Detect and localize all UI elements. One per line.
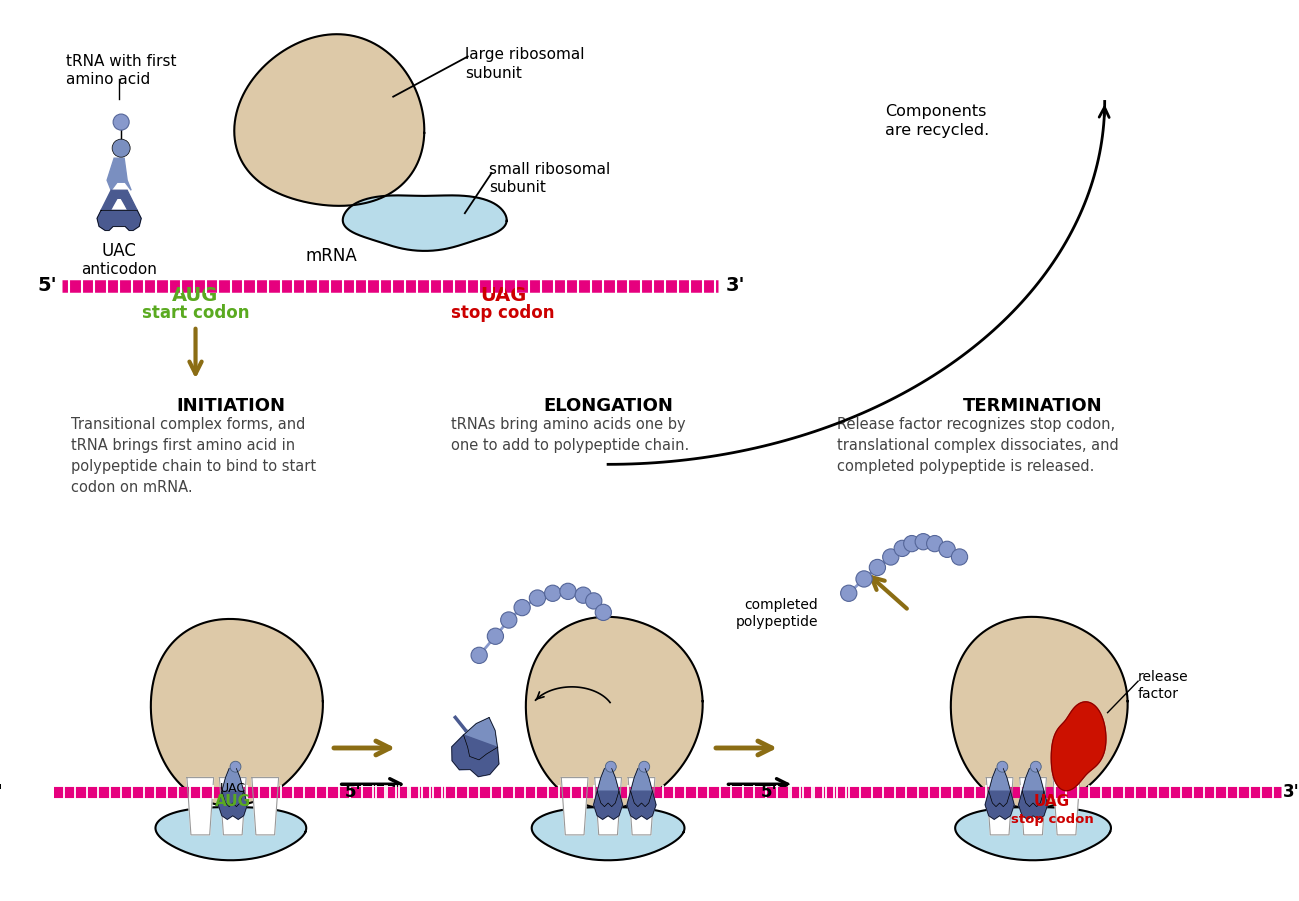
Polygon shape bbox=[1051, 702, 1105, 791]
Circle shape bbox=[951, 549, 968, 565]
Polygon shape bbox=[629, 778, 655, 835]
Circle shape bbox=[500, 612, 517, 628]
Text: small ribosomal
subunit: small ribosomal subunit bbox=[488, 161, 611, 196]
Circle shape bbox=[575, 587, 591, 604]
Text: mRNA: mRNA bbox=[305, 247, 357, 265]
Text: 5': 5' bbox=[760, 783, 777, 801]
Text: 5': 5' bbox=[346, 783, 361, 801]
Polygon shape bbox=[218, 791, 247, 819]
Circle shape bbox=[605, 761, 616, 772]
Text: start codon: start codon bbox=[142, 304, 249, 322]
Polygon shape bbox=[595, 778, 621, 835]
Text: tRNAs bring amino acids one by
one to add to polypeptide chain.: tRNAs bring amino acids one by one to ad… bbox=[451, 416, 688, 452]
Polygon shape bbox=[989, 769, 1011, 806]
Polygon shape bbox=[526, 617, 703, 808]
Text: Components
are recycled.: Components are recycled. bbox=[885, 105, 990, 138]
Text: stop codon: stop codon bbox=[1011, 814, 1094, 826]
Text: large ribosomal
subunit: large ribosomal subunit bbox=[465, 47, 585, 80]
Circle shape bbox=[1030, 761, 1042, 772]
Polygon shape bbox=[222, 769, 244, 806]
Polygon shape bbox=[594, 791, 622, 819]
Text: release
factor: release factor bbox=[1138, 669, 1189, 701]
Polygon shape bbox=[156, 807, 307, 860]
Text: INITIATION: INITIATION bbox=[177, 397, 286, 415]
Polygon shape bbox=[107, 159, 131, 190]
Polygon shape bbox=[187, 778, 213, 835]
Circle shape bbox=[514, 599, 530, 615]
Polygon shape bbox=[234, 34, 425, 205]
Polygon shape bbox=[343, 196, 507, 250]
Polygon shape bbox=[951, 617, 1128, 808]
Circle shape bbox=[112, 139, 130, 157]
Circle shape bbox=[560, 583, 575, 599]
Polygon shape bbox=[101, 190, 138, 221]
Text: Transitional complex forms, and
tRNA brings first amino acid in
polypeptide chai: Transitional complex forms, and tRNA bri… bbox=[71, 416, 317, 495]
Text: 3': 3' bbox=[726, 277, 746, 296]
Polygon shape bbox=[1018, 791, 1047, 819]
Text: tRNA with first
amino acid: tRNA with first amino acid bbox=[66, 54, 177, 87]
Circle shape bbox=[840, 585, 857, 601]
Text: stop codon: stop codon bbox=[451, 304, 555, 322]
Text: UAG: UAG bbox=[1034, 794, 1070, 809]
Circle shape bbox=[882, 549, 899, 565]
Text: completed
polypeptide: completed polypeptide bbox=[735, 598, 818, 629]
Circle shape bbox=[595, 605, 612, 621]
Circle shape bbox=[639, 761, 650, 772]
Polygon shape bbox=[464, 717, 498, 760]
Polygon shape bbox=[252, 778, 278, 835]
Circle shape bbox=[894, 541, 911, 557]
Circle shape bbox=[869, 560, 886, 576]
Circle shape bbox=[529, 590, 546, 606]
Text: ELONGATION: ELONGATION bbox=[543, 397, 673, 415]
Circle shape bbox=[996, 761, 1008, 772]
Circle shape bbox=[113, 114, 129, 130]
Circle shape bbox=[856, 571, 872, 587]
Circle shape bbox=[914, 533, 931, 550]
Polygon shape bbox=[561, 778, 588, 835]
Text: Release factor recognizes stop codon,
translational complex dissociates, and
com: Release factor recognizes stop codon, tr… bbox=[838, 416, 1118, 474]
Polygon shape bbox=[220, 778, 246, 835]
Polygon shape bbox=[1053, 778, 1079, 835]
Circle shape bbox=[926, 535, 943, 551]
Polygon shape bbox=[1022, 769, 1044, 806]
Polygon shape bbox=[151, 619, 323, 805]
Circle shape bbox=[544, 585, 561, 601]
Text: UAC: UAC bbox=[101, 241, 136, 259]
Text: AUG: AUG bbox=[173, 286, 218, 305]
Circle shape bbox=[472, 647, 487, 663]
Polygon shape bbox=[1020, 778, 1047, 835]
Polygon shape bbox=[97, 210, 142, 231]
Text: 5': 5' bbox=[38, 277, 57, 296]
Text: 5': 5' bbox=[0, 783, 4, 801]
Polygon shape bbox=[955, 807, 1111, 860]
Circle shape bbox=[487, 628, 504, 644]
Circle shape bbox=[939, 542, 955, 558]
Text: UAC: UAC bbox=[220, 782, 246, 796]
Circle shape bbox=[230, 761, 240, 772]
Text: UAG: UAG bbox=[479, 286, 526, 305]
Text: 3': 3' bbox=[1283, 783, 1299, 801]
Polygon shape bbox=[598, 769, 620, 806]
Text: anticodon: anticodon bbox=[82, 262, 157, 277]
Polygon shape bbox=[985, 791, 1015, 819]
Polygon shape bbox=[452, 735, 499, 777]
Polygon shape bbox=[986, 778, 1013, 835]
Text: AUG: AUG bbox=[214, 794, 251, 809]
Circle shape bbox=[904, 535, 920, 551]
Polygon shape bbox=[531, 807, 685, 860]
Text: TERMINATION: TERMINATION bbox=[964, 397, 1103, 415]
Polygon shape bbox=[627, 791, 656, 819]
Polygon shape bbox=[630, 769, 652, 806]
Circle shape bbox=[586, 593, 601, 609]
